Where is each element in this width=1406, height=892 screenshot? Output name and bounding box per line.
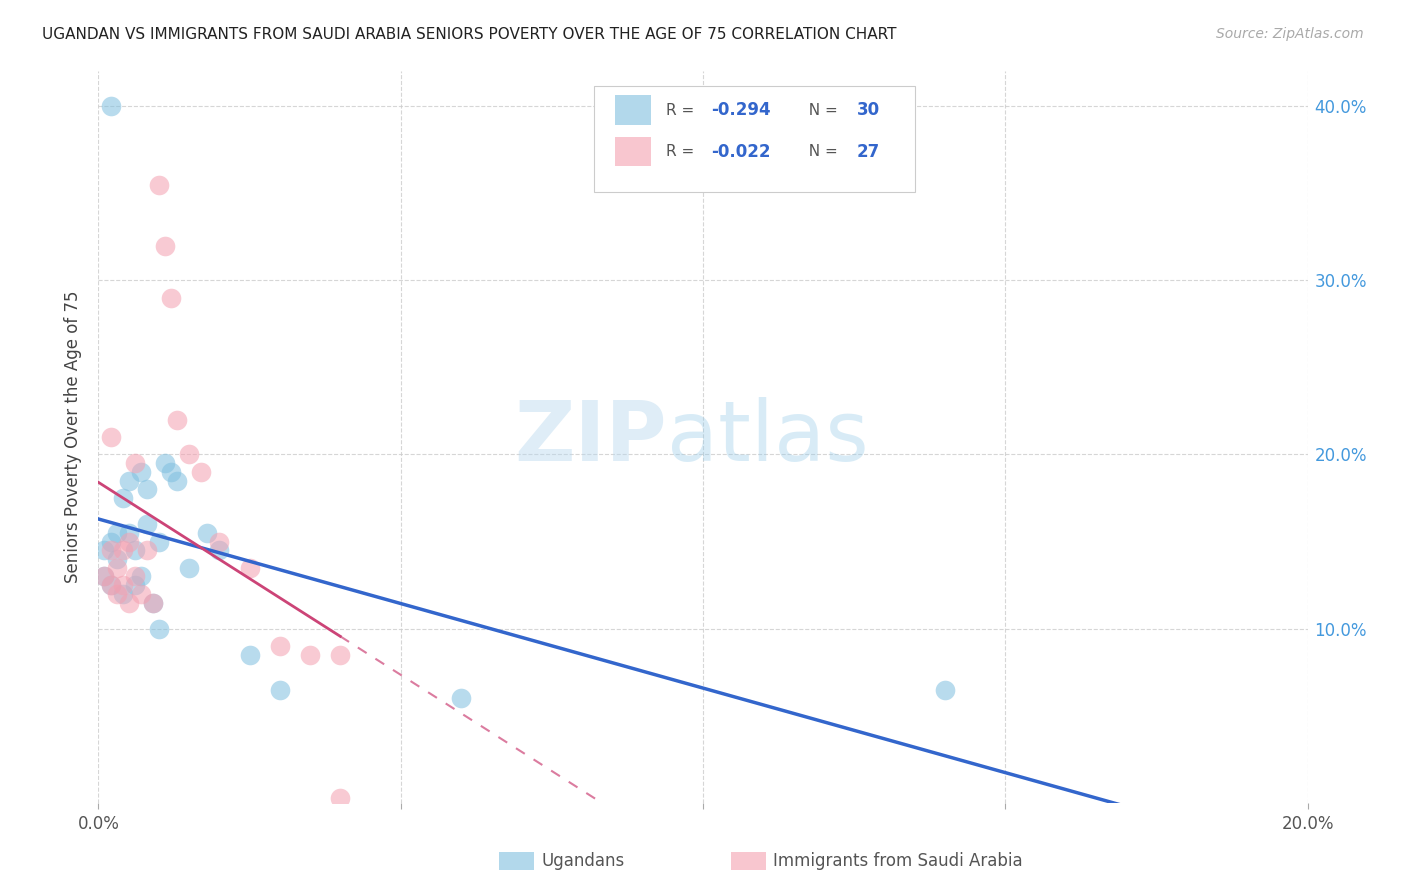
Text: Immigrants from Saudi Arabia: Immigrants from Saudi Arabia xyxy=(773,852,1024,870)
Point xyxy=(153,456,176,470)
Point xyxy=(118,595,141,609)
Point xyxy=(111,587,134,601)
Point xyxy=(111,543,134,558)
Point xyxy=(934,682,956,697)
Point xyxy=(100,430,122,444)
Point xyxy=(105,525,128,540)
Point xyxy=(124,456,146,470)
Point xyxy=(93,569,115,583)
Point xyxy=(105,587,128,601)
Text: -0.294: -0.294 xyxy=(711,101,770,120)
Point xyxy=(239,648,262,662)
Point xyxy=(100,543,122,558)
Point xyxy=(269,682,291,697)
Point xyxy=(135,517,157,532)
Point xyxy=(166,412,188,426)
Point xyxy=(450,691,472,706)
Point xyxy=(208,543,231,558)
Point xyxy=(129,587,152,601)
Point xyxy=(195,525,218,540)
Point xyxy=(93,569,115,583)
Point xyxy=(100,534,122,549)
Text: -0.022: -0.022 xyxy=(711,143,770,161)
Point xyxy=(148,534,170,549)
Point xyxy=(179,448,201,462)
Text: N =: N = xyxy=(799,103,842,118)
Point xyxy=(100,99,122,113)
Text: atlas: atlas xyxy=(666,397,869,477)
Point xyxy=(299,648,322,662)
Point xyxy=(269,639,291,653)
Text: UGANDAN VS IMMIGRANTS FROM SAUDI ARABIA SENIORS POVERTY OVER THE AGE OF 75 CORRE: UGANDAN VS IMMIGRANTS FROM SAUDI ARABIA … xyxy=(42,27,897,42)
Point xyxy=(135,483,157,497)
Point xyxy=(93,543,115,558)
Point xyxy=(160,291,183,305)
Point xyxy=(118,525,141,540)
Point xyxy=(142,595,165,609)
Point xyxy=(166,474,188,488)
Text: 27: 27 xyxy=(856,143,880,161)
Point xyxy=(111,491,134,505)
Point xyxy=(190,465,212,479)
Point xyxy=(124,543,146,558)
Text: Source: ZipAtlas.com: Source: ZipAtlas.com xyxy=(1216,27,1364,41)
Point xyxy=(142,595,165,609)
Point xyxy=(179,560,201,574)
Point xyxy=(100,578,122,592)
Point xyxy=(105,552,128,566)
Text: 30: 30 xyxy=(856,101,880,120)
Point xyxy=(329,648,352,662)
Point xyxy=(111,578,134,592)
FancyBboxPatch shape xyxy=(595,86,915,192)
Point xyxy=(153,238,176,252)
Point xyxy=(105,560,128,574)
Point xyxy=(129,569,152,583)
Point xyxy=(160,465,183,479)
Point xyxy=(100,578,122,592)
Point xyxy=(118,534,141,549)
Bar xyxy=(614,137,651,167)
Text: N =: N = xyxy=(799,145,842,160)
Y-axis label: Seniors Poverty Over the Age of 75: Seniors Poverty Over the Age of 75 xyxy=(65,291,83,583)
Text: R =: R = xyxy=(665,103,699,118)
Text: R =: R = xyxy=(665,145,699,160)
Point xyxy=(148,622,170,636)
Bar xyxy=(614,95,651,125)
Point xyxy=(118,474,141,488)
Text: Ugandans: Ugandans xyxy=(541,852,624,870)
Point xyxy=(124,569,146,583)
Point xyxy=(135,543,157,558)
Text: ZIP: ZIP xyxy=(515,397,666,477)
Point xyxy=(329,790,352,805)
Point xyxy=(208,534,231,549)
Point xyxy=(239,560,262,574)
Point xyxy=(124,578,146,592)
Point xyxy=(148,178,170,192)
Point xyxy=(129,465,152,479)
